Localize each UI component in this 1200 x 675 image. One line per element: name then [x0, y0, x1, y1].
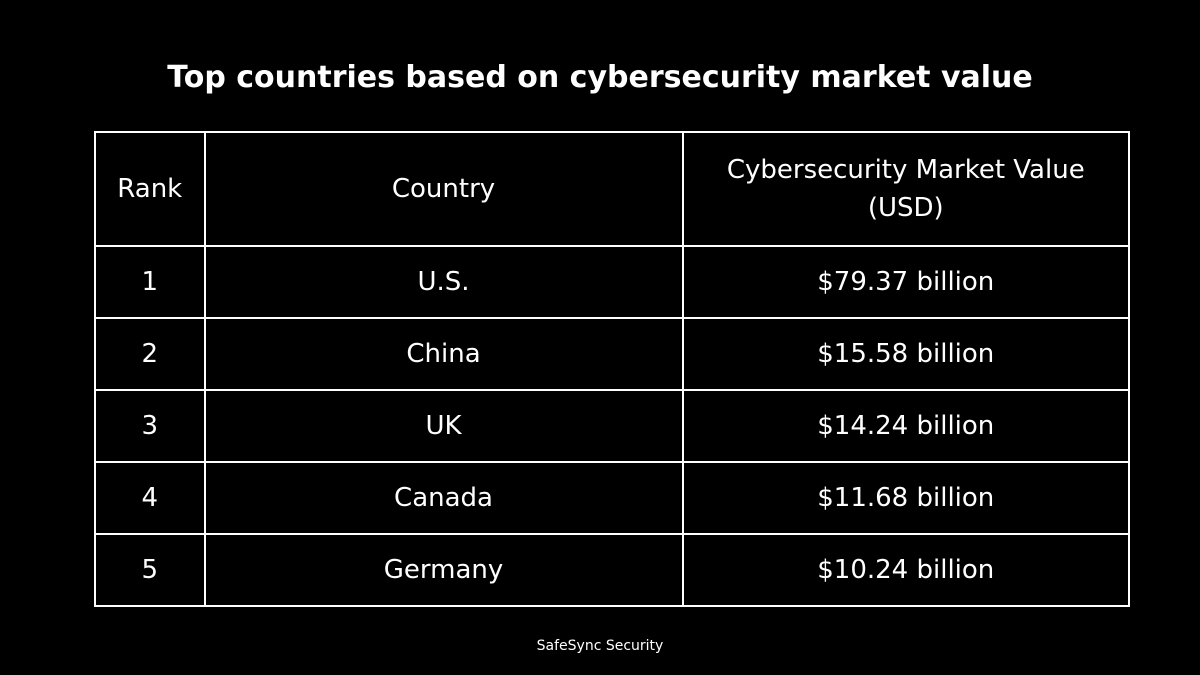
country-cell: UK	[203, 389, 684, 463]
brand-footer: SafeSync Security	[536, 638, 664, 654]
rank-cell: 5	[94, 533, 206, 607]
column-header-country: Country	[203, 131, 684, 247]
rank-cell: 2	[94, 317, 206, 391]
table-row: 1 U.S. $79.37 billion	[94, 245, 1131, 319]
market-value-cell: $79.37 billion	[681, 245, 1131, 319]
country-cell: Canada	[203, 461, 684, 535]
market-value-cell: $10.24 billion	[681, 533, 1131, 607]
rank-cell: 1	[94, 245, 206, 319]
table-row: 4 Canada $11.68 billion	[94, 461, 1131, 535]
rank-cell: 4	[94, 461, 206, 535]
country-cell: China	[203, 317, 684, 391]
column-header-market-value: Cybersecurity Market Value (USD)	[681, 131, 1131, 247]
market-value-cell: $14.24 billion	[681, 389, 1131, 463]
table-row: 5 Germany $10.24 billion	[94, 533, 1131, 607]
table-row: 2 China $15.58 billion	[94, 317, 1131, 391]
table-header-row: Rank Country Cybersecurity Market Value …	[94, 131, 1131, 247]
page-title: Top countries based on cybersecurity mar…	[167, 60, 1033, 95]
market-value-cell: $11.68 billion	[681, 461, 1131, 535]
country-cell: U.S.	[203, 245, 684, 319]
column-header-rank: Rank	[94, 131, 206, 247]
country-cell: Germany	[203, 533, 684, 607]
table-row: 3 UK $14.24 billion	[94, 389, 1131, 463]
market-value-cell: $15.58 billion	[681, 317, 1131, 391]
rank-cell: 3	[94, 389, 206, 463]
market-value-table: Rank Country Cybersecurity Market Value …	[94, 131, 1131, 607]
